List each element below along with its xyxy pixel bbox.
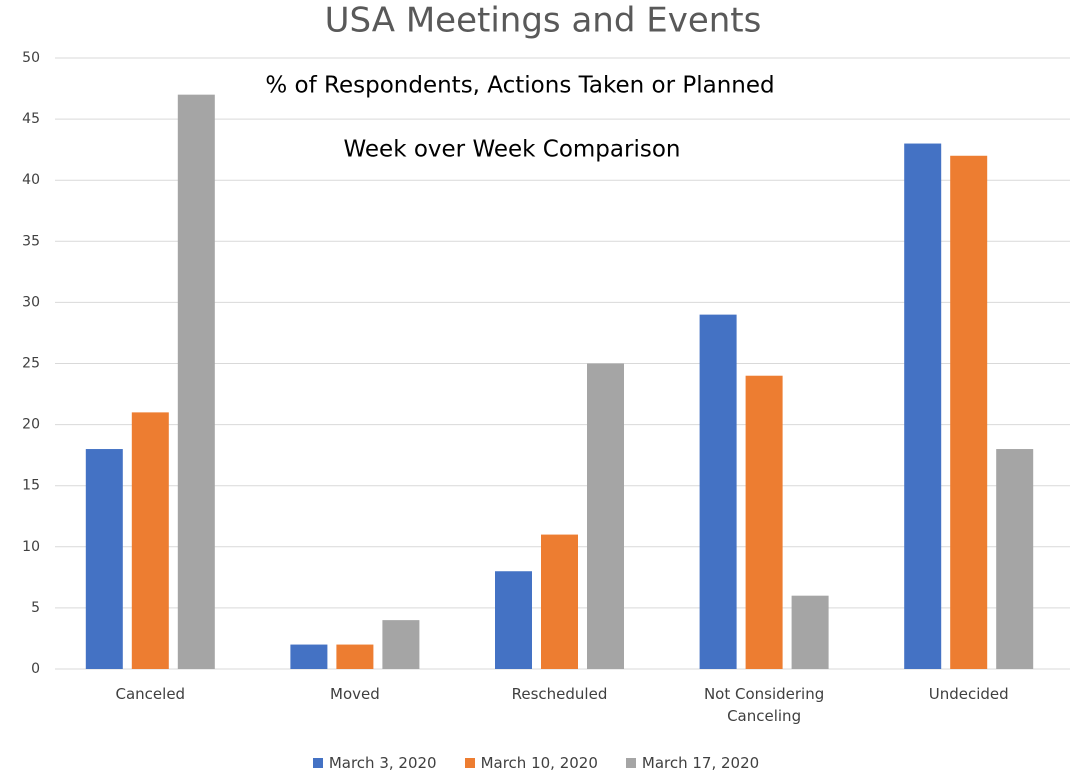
- x-tick-label: Canceled: [115, 685, 186, 703]
- annotation: % of Respondents, Actions Taken or Plann…: [265, 73, 774, 99]
- bar: [495, 571, 532, 669]
- y-tick-label: 35: [22, 233, 40, 249]
- legend-label: March 17, 2020: [641, 754, 760, 772]
- y-tick-label: 5: [31, 600, 40, 616]
- annotation: Week over Week Comparison: [344, 137, 681, 163]
- bar: [587, 363, 624, 669]
- x-tick-label: Undecided: [928, 685, 1009, 703]
- bar: [950, 155, 988, 669]
- y-tick-label: 10: [22, 539, 40, 555]
- legend-swatch: [312, 758, 323, 768]
- bar: [996, 449, 1034, 669]
- chart-title: USA Meetings and Events: [325, 1, 762, 41]
- legend-item: March 10, 2020: [464, 754, 598, 772]
- legend-swatch: [464, 758, 475, 768]
- legend: March 3, 2020 March 10, 2020 March 17, 202…: [0, 754, 1072, 772]
- y-tick-label: 20: [22, 417, 40, 433]
- x-tick-label: Moved: [330, 685, 380, 703]
- legend-label: March 3, 2020: [328, 754, 437, 772]
- bar: [904, 143, 942, 670]
- bar: [382, 620, 420, 669]
- x-tick-label: Rescheduled: [511, 685, 608, 703]
- y-tick-label: 45: [22, 111, 40, 127]
- bar: [699, 314, 737, 669]
- bar: [177, 94, 215, 669]
- bar: [131, 412, 169, 669]
- legend-item: March 17, 2020: [625, 754, 760, 772]
- legend-item: March 3, 2020: [312, 754, 437, 772]
- x-tick-label: Not Considering Canceling: [703, 685, 825, 725]
- bar: [541, 534, 578, 669]
- y-tick-label: 0: [31, 661, 40, 677]
- y-tick-label: 30: [22, 294, 40, 310]
- bar: [290, 644, 328, 669]
- y-tick-label: 50: [22, 50, 40, 66]
- bar: [336, 644, 374, 669]
- legend-label: March 10, 2020: [480, 754, 598, 772]
- bar: [791, 595, 829, 669]
- legend-swatch: [625, 758, 636, 768]
- y-tick-label: 15: [22, 478, 40, 494]
- y-tick-label: 40: [22, 172, 40, 188]
- bar: [745, 375, 783, 669]
- y-tick-label: 25: [22, 356, 40, 372]
- bar: [85, 449, 123, 669]
